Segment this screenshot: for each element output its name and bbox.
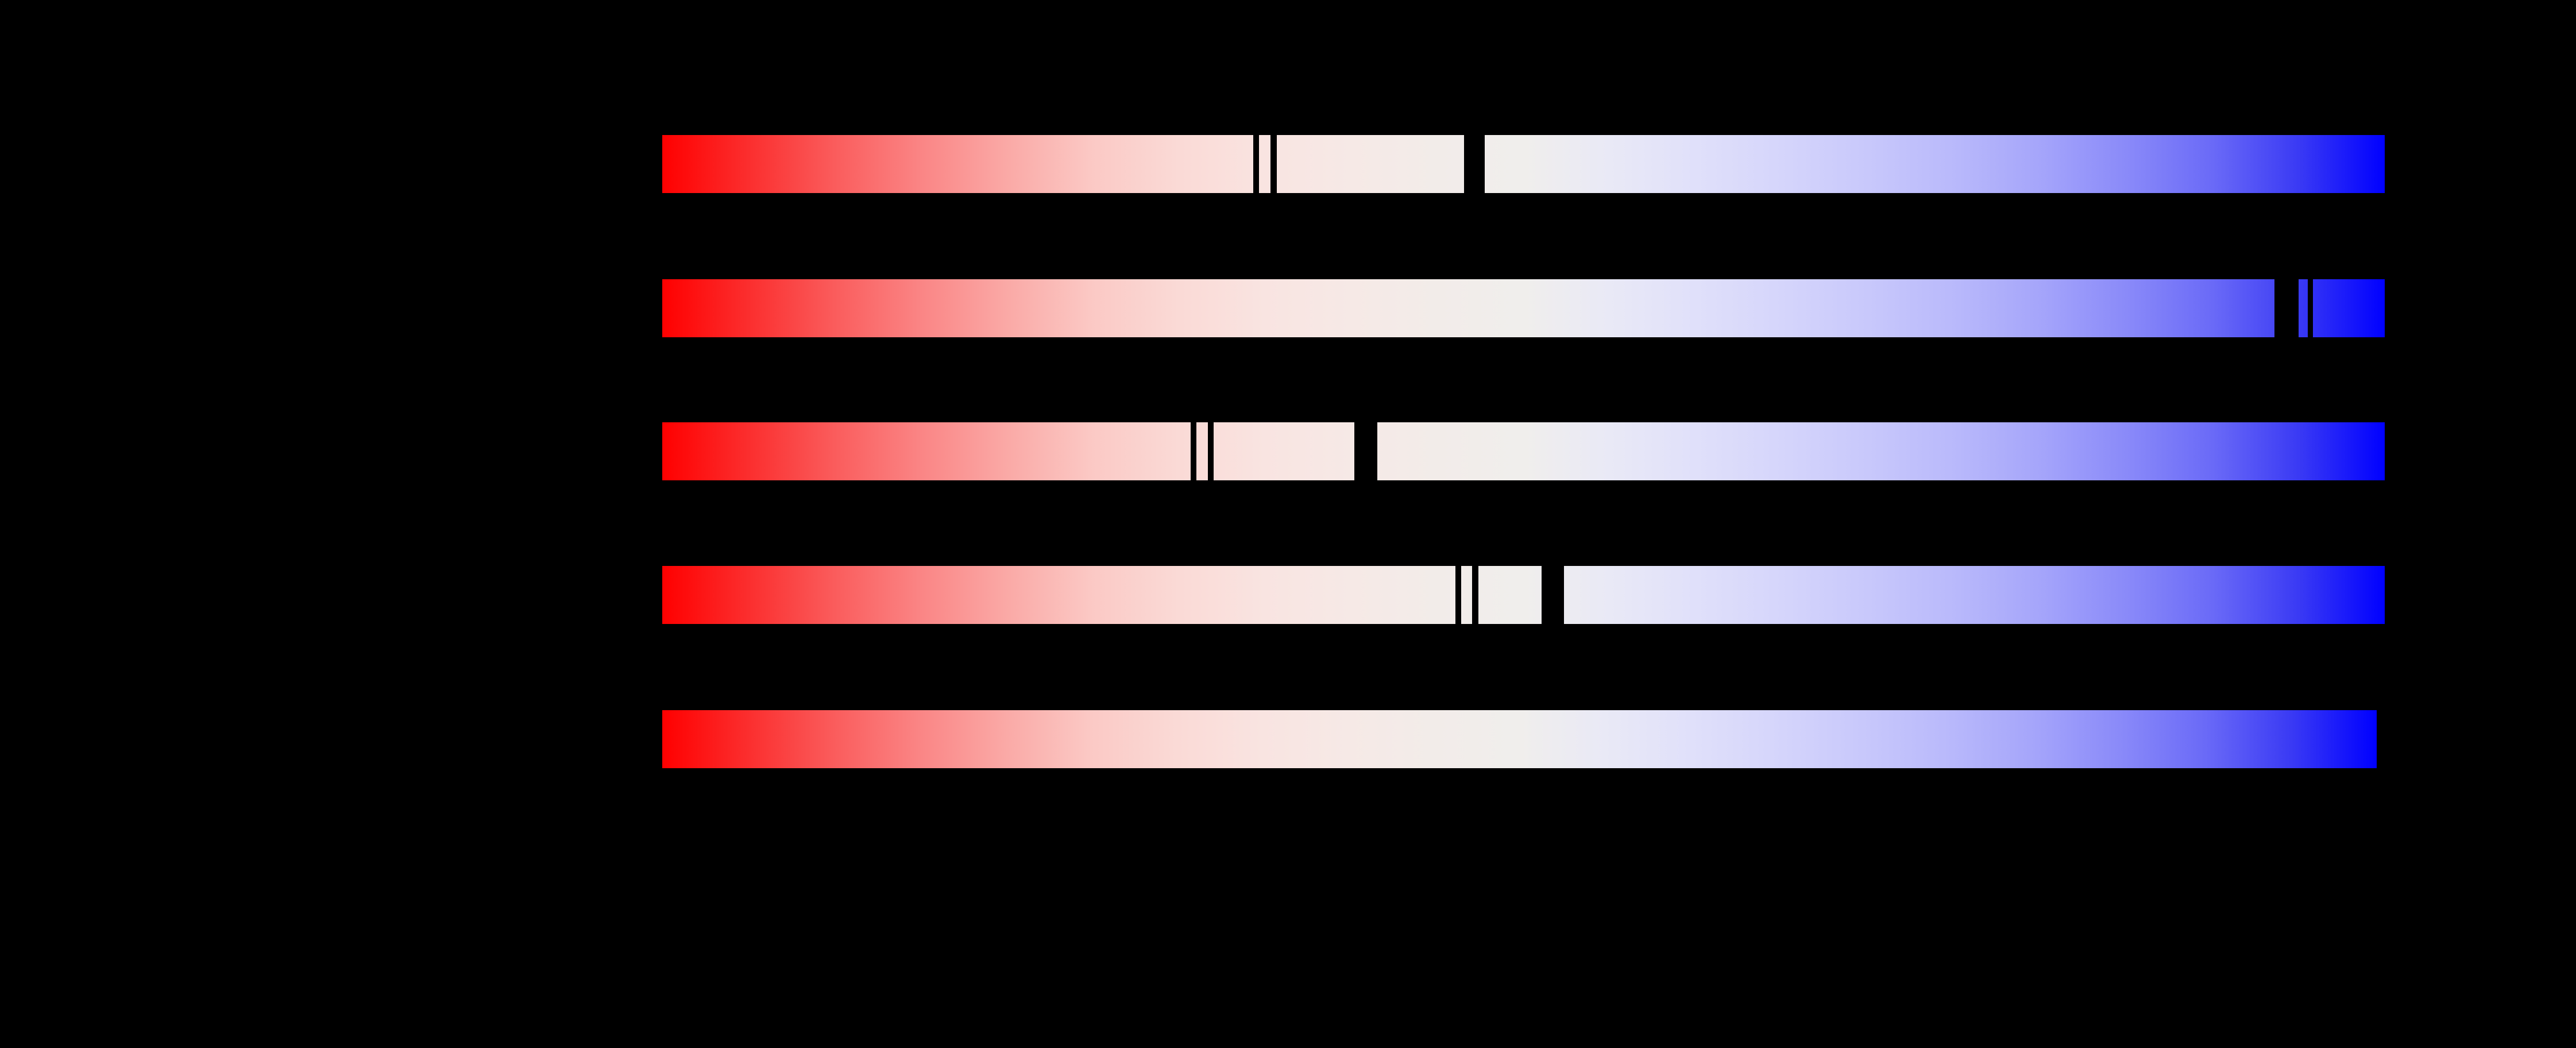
missing-line-marker xyxy=(1191,422,1196,481)
missing-block-marker xyxy=(1464,134,1485,194)
missing-line-marker xyxy=(1270,134,1277,194)
missing-line-marker xyxy=(1253,134,1259,194)
gradient-strip-1 xyxy=(662,134,2385,194)
missing-line-marker xyxy=(2308,279,2313,338)
missing-line-marker xyxy=(1455,565,1461,625)
missing-block-marker xyxy=(1542,565,1564,625)
gradient-strip-5 xyxy=(662,710,2377,768)
gradient-strip-4 xyxy=(662,565,2385,625)
missing-block-marker xyxy=(2274,279,2299,338)
missing-block-marker xyxy=(1354,422,1377,481)
gradient-strip-2 xyxy=(662,279,2385,338)
gradient-strip-3 xyxy=(662,422,2385,481)
missing-line-marker xyxy=(1208,422,1214,481)
missing-line-marker xyxy=(1472,565,1478,625)
